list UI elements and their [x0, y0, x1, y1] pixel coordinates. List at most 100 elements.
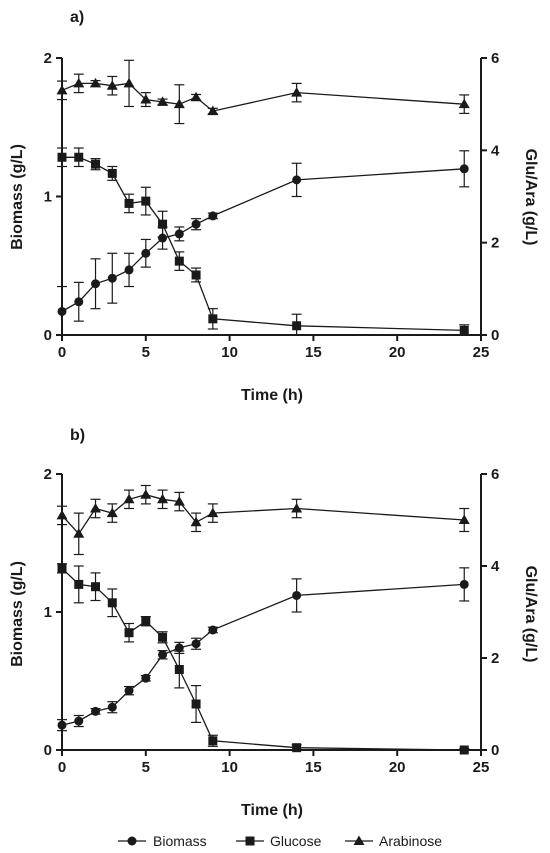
panel-a-label: a): [70, 9, 84, 26]
panel-a-glucose-point: [292, 321, 302, 331]
panel-b-glucose-point: [141, 616, 151, 626]
panel-b-x-axis-title: Time (h): [241, 802, 303, 819]
panel-b-right-y-tick-label: 2: [491, 650, 499, 667]
panel-a-x-tick-label: 20: [389, 344, 406, 361]
panel-a-left-axis-title: Biomass (g/L): [9, 144, 26, 250]
panel-a-arabinose-line: [61, 82, 465, 112]
panel-b-biomass-point: [141, 673, 151, 683]
panel-b-glucose-point: [191, 699, 201, 709]
panel-b-label: b): [70, 427, 85, 444]
panel-b-right-y-tick-label: 6: [491, 466, 499, 483]
panel-a-arabinose-point: [56, 84, 68, 95]
panel-a-biomass-point: [124, 265, 134, 275]
legend-square-marker: [245, 836, 255, 846]
panel-a-biomass-point: [191, 219, 201, 229]
panel-a-right-y-tick-label: 0: [491, 327, 499, 344]
panel-b-x-tick-label: 15: [305, 759, 322, 776]
panel-a-arabinose-point: [207, 105, 219, 116]
panel-a-glucose-point: [107, 168, 117, 178]
panel-a-arabinose-point: [157, 96, 169, 106]
panel-a-glucose-point: [91, 159, 101, 169]
panel-a-biomass-point: [74, 297, 84, 307]
panel-b-biomass-point: [174, 643, 184, 653]
legend-item-biomass: Biomass: [118, 833, 207, 849]
panel-b-x-tick-label: 20: [389, 759, 406, 776]
panel-b-left-y-tick-label: 0: [44, 742, 52, 759]
panel-a-arabinose-point: [123, 77, 135, 88]
legend-item-glucose: Glucose: [236, 833, 322, 849]
panel-a-biomass-point: [174, 229, 184, 239]
legend: Biomass Glucose Arabinose: [118, 833, 442, 849]
panel-b-arabinose-point: [73, 528, 85, 538]
panel-a-biomass-point: [292, 175, 302, 185]
panel-a-right-y-tick-label: 4: [491, 142, 500, 159]
panel-b-biomass-point: [57, 720, 67, 730]
panel-a-glucose-point: [208, 314, 218, 324]
panel-a-right-y-tick-label: 2: [491, 235, 499, 252]
panel-b-arabinose-point: [207, 507, 219, 518]
panel-a-arabinose-point: [106, 80, 118, 90]
legend-label-arabinose: Arabinose: [379, 833, 442, 849]
panel-a-x-tick-label: 5: [142, 344, 150, 361]
panel-b-biomass-point: [158, 650, 168, 660]
panel-a-arabinose-point: [140, 94, 152, 104]
panel-b-right-axis-title: Glu/Ara (g/L): [522, 566, 539, 663]
panel-b-biomass-point: [191, 639, 201, 649]
panel-a-glucose-point: [57, 152, 67, 162]
legend-label-biomass: Biomass: [153, 833, 207, 849]
panel-a-arabinose-point: [458, 98, 470, 109]
panel-a-x-tick-label: 15: [305, 344, 322, 361]
panel-a-biomass-point: [107, 273, 117, 283]
panel-b-glucose-point: [174, 665, 184, 674]
panel-b-biomass-point: [124, 686, 134, 696]
panel-b-biomass-point: [292, 590, 302, 600]
panel-a-glucose-point: [459, 325, 469, 335]
legend-circle-marker: [127, 836, 137, 846]
panel-b-biomass-point: [459, 579, 469, 589]
panel-b-glucose-point: [91, 582, 101, 592]
legend-item-arabinose: Arabinose: [345, 833, 442, 849]
panel-a-glucose-point: [174, 256, 184, 266]
panel-a-biomass-point: [91, 279, 101, 289]
panel-b-glucose-point: [208, 736, 218, 746]
panel-a-right-y-tick-label: 6: [491, 50, 499, 67]
panel-a-glucose-line: [62, 156, 465, 332]
panel-b-arabinose-point: [458, 514, 470, 524]
panel-a-left-y-tick-label: 0: [44, 327, 52, 344]
panel-b-biomass-point: [208, 625, 218, 635]
panel-a-biomass-point: [158, 233, 168, 243]
panel-a-arabinose-point: [291, 87, 303, 97]
panel-a-biomass-point: [57, 306, 67, 316]
panel-b-arabinose-point: [90, 503, 102, 513]
panel-a-x-tick-label: 25: [473, 344, 490, 361]
panel-b-arabinose-point: [123, 493, 135, 504]
panel-b-left-y-tick-label: 2: [44, 466, 52, 483]
panel-a-left-y-tick-label: 2: [44, 50, 52, 67]
panel-b-biomass-line: [61, 583, 465, 726]
panel-b-glucose-point: [292, 743, 302, 753]
legend-label-glucose: Glucose: [270, 833, 322, 849]
panel-b-x-tick-label: 25: [473, 759, 490, 776]
panel-b-arabinose-point: [157, 493, 169, 504]
panel-b-glucose-point: [107, 598, 117, 608]
panel-b-left-y-tick-label: 1: [44, 604, 52, 621]
panel-b-arabinose-point: [106, 507, 118, 518]
panel-a-x-tick-label: 10: [221, 344, 238, 361]
panel-a-glucose-point: [158, 219, 168, 229]
panel-b-arabinose-point: [190, 516, 202, 527]
panel-a-arabinose-point: [173, 98, 185, 109]
panel-b-arabinose-point: [173, 496, 185, 506]
panel-b-glucose-point: [124, 628, 134, 638]
panel-b-x-tick-label: 0: [58, 759, 66, 776]
panel-b-right-y-tick-label: 0: [491, 742, 499, 759]
legend-triangle-marker: [353, 835, 365, 845]
panel-b: b) Biomass (g/L) Glu/Ara (g/L) Time (h) …: [9, 427, 539, 819]
panel-b-biomass-point: [91, 706, 101, 716]
panel-a-right-axis-title: Glu/Ara (g/L): [522, 149, 539, 246]
panel-a: a) Biomass (g/L) Glu/Ara (g/L) Time (h) …: [9, 9, 539, 404]
panel-b-biomass-point: [107, 702, 117, 712]
panel-a-x-axis-title: Time (h): [241, 387, 303, 404]
panel-b-glucose-point: [74, 579, 84, 589]
panel-a-arabinose-point: [90, 77, 102, 88]
